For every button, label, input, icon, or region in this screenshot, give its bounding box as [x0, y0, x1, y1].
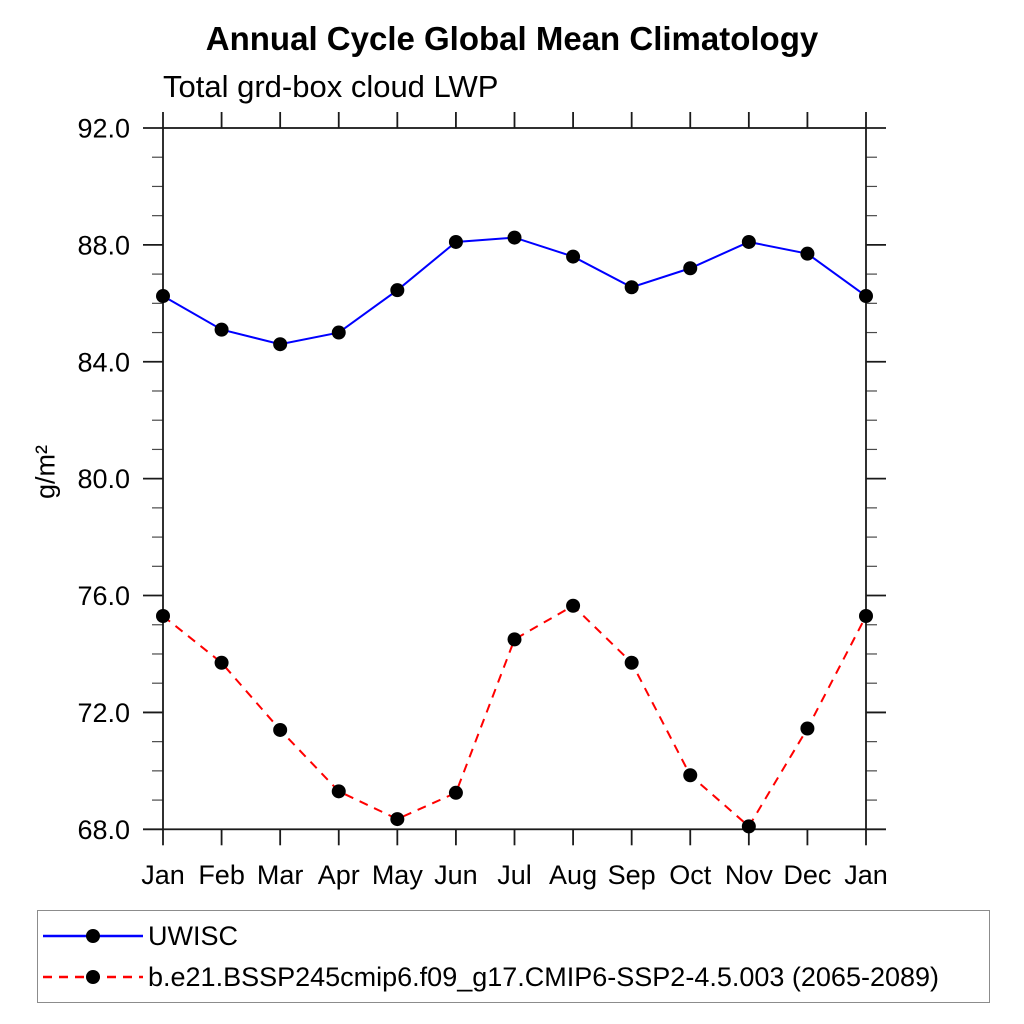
- data-point-marker: [683, 261, 698, 276]
- x-tick-label: Sep: [608, 860, 656, 890]
- data-point-marker: [624, 280, 639, 295]
- x-tick-label: Nov: [725, 860, 774, 890]
- data-point-marker: [331, 325, 346, 340]
- data-point-marker: [156, 289, 170, 304]
- x-tick-label: Jun: [434, 860, 478, 890]
- x-tick-label: Oct: [669, 860, 712, 890]
- x-tick-label: Apr: [318, 860, 360, 890]
- legend-label: UWISC: [148, 920, 238, 951]
- series-line: [162, 236, 867, 346]
- data-point-marker: [859, 608, 873, 623]
- data-point-marker: [859, 289, 873, 304]
- data-point-marker: [448, 234, 463, 249]
- x-tick-label: Jan: [141, 860, 185, 890]
- y-tick-label: 84.0: [77, 347, 130, 377]
- x-tick-label: Aug: [549, 860, 597, 890]
- data-point-marker: [390, 812, 405, 827]
- data-point-marker: [800, 246, 815, 261]
- legend-entry-model: b.e21.BSSP245cmip6.f09_g17.CMIP6-SSP2-4.…: [38, 957, 989, 998]
- data-point-marker: [156, 608, 170, 623]
- y-tick-label: 88.0: [77, 230, 130, 260]
- legend-label: b.e21.BSSP245cmip6.f09_g17.CMIP6-SSP2-4.…: [148, 961, 940, 992]
- x-tick-label: Mar: [257, 860, 304, 890]
- data-point-marker: [214, 322, 229, 337]
- data-point-marker: [390, 283, 405, 298]
- data-point-marker: [741, 234, 756, 249]
- data-point-marker: [566, 249, 581, 264]
- chart-subtitle: Total grd-box cloud LWP: [163, 69, 499, 104]
- x-tick-label: Jul: [497, 860, 532, 890]
- y-tick-label: 72.0: [77, 698, 130, 728]
- data-point-marker: [273, 337, 288, 352]
- legend: UWISC b.e21.BSSP245cmip6.f09_g17.CMIP6-S…: [37, 910, 990, 1003]
- data-point-marker: [741, 819, 756, 834]
- data-point-marker: [214, 655, 229, 670]
- data-point-marker: [273, 722, 288, 737]
- data-point-marker: [507, 632, 522, 647]
- legend-line-marker-swatch: [43, 970, 143, 984]
- data-point-marker: [331, 784, 346, 799]
- legend-entry-uwisc: UWISC: [38, 916, 989, 957]
- data-point-marker: [624, 655, 639, 670]
- x-tick-label: Feb: [198, 860, 245, 890]
- y-tick-label: 80.0: [77, 464, 130, 494]
- data-point-marker: [507, 230, 522, 245]
- y-tick-label: 68.0: [77, 815, 130, 845]
- y-tick-label: 92.0: [77, 114, 130, 144]
- y-tick-label: 76.0: [77, 581, 130, 611]
- data-point-marker: [800, 721, 815, 736]
- data-point-marker: [566, 598, 581, 613]
- chart-title: Annual Cycle Global Mean Climatology: [205, 20, 819, 57]
- legend-line-marker-swatch: [43, 929, 143, 943]
- data-point-marker: [683, 768, 698, 783]
- x-tick-label: Dec: [783, 860, 831, 890]
- x-tick-label: May: [372, 860, 424, 890]
- x-tick-label: Jan: [844, 860, 888, 890]
- data-point-marker: [448, 785, 463, 800]
